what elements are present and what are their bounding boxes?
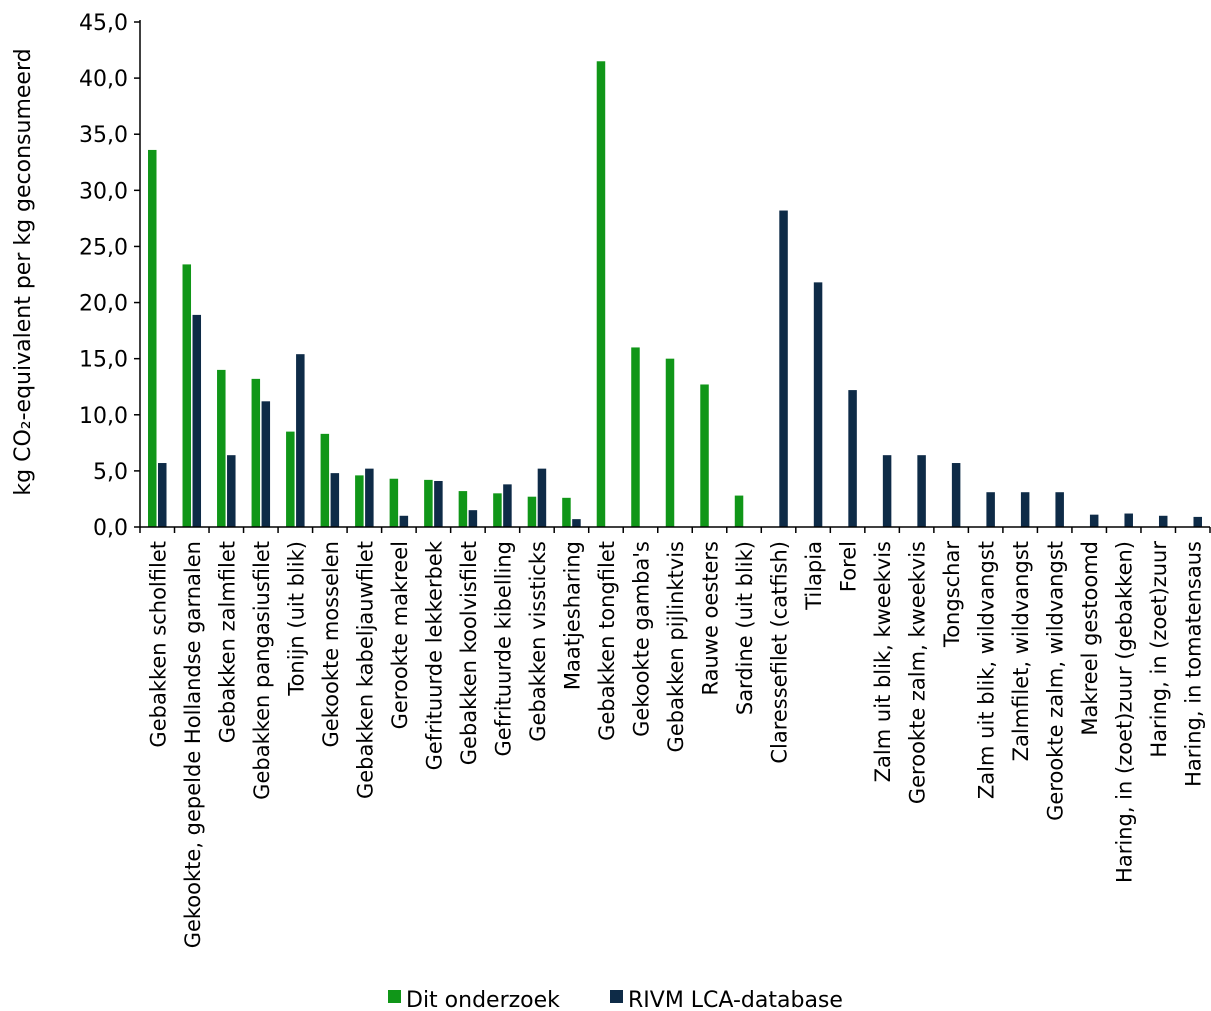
- bar-rivm-lca-6: [365, 468, 374, 527]
- category-label: Zalm uit blik, kweekvis: [871, 541, 895, 782]
- y-tick-label: 20,0: [79, 292, 128, 317]
- category-label: Gebakken zalmfilet: [215, 541, 239, 743]
- y-tick-labels: 0,0 5,0 10,0 15,0 20,0 25,0 30,0 35,0 40,0 45,0: [79, 11, 140, 541]
- category-label: Zalmfilet, wildvangst: [1009, 541, 1033, 761]
- bar-rivm-lca-9: [468, 510, 478, 527]
- bar-rivm-lca-0: [158, 463, 167, 527]
- category-label: Gebakken scholfilet: [146, 541, 170, 748]
- bar-rivm-lca-11: [537, 468, 547, 527]
- bar-dit-onderzoek-8: [424, 479, 433, 527]
- bar-rivm-lca-30: [1193, 516, 1202, 527]
- bar-dit-onderzoek-12: [562, 497, 571, 527]
- category-label: Gerookte zalm, kweekvis: [906, 541, 930, 804]
- category-label: Gebakken tongfilet: [595, 541, 619, 741]
- bar-dit-onderzoek-3: [251, 378, 261, 527]
- category-label: Gebakken koolvisfilet: [457, 541, 481, 765]
- category-label: Gebakken vissticks: [526, 541, 550, 742]
- bar-dit-onderzoek-17: [734, 495, 744, 527]
- category-label: Gefrituurde lekkerbek: [422, 540, 446, 770]
- category-label: Gebakken pijlinktvis: [664, 541, 688, 752]
- y-tick-label: 5,0: [93, 460, 128, 485]
- category-label: Sardine (uit blik): [733, 541, 757, 715]
- bar-rivm-lca-7: [399, 515, 409, 527]
- bar-dit-onderzoek-2: [217, 369, 226, 527]
- bar-rivm-lca-10: [503, 484, 512, 527]
- bar-dit-onderzoek-14: [631, 347, 640, 527]
- bar-rivm-lca-22: [917, 455, 926, 527]
- bar-rivm-lca-21: [882, 455, 892, 527]
- category-label: Tilapia: [802, 541, 826, 611]
- category-label: Gerookte makreel: [388, 541, 412, 729]
- bar-rivm-lca-18: [779, 210, 788, 527]
- y-tick-label: 25,0: [79, 235, 128, 260]
- bar-rivm-lca-26: [1055, 492, 1064, 527]
- category-label: Gefrituurde kibelling: [491, 541, 515, 757]
- bar-dit-onderzoek-15: [665, 358, 675, 527]
- category-label: Gekookte mosselen: [319, 541, 343, 747]
- category-label: Gebakken pangasiusfilet: [250, 541, 274, 800]
- bar-layer: [139, 61, 1211, 533]
- bar-dit-onderzoek-1: [182, 264, 192, 527]
- y-tick-label: 30,0: [79, 179, 128, 204]
- bar-rivm-lca-20: [848, 390, 857, 527]
- category-label: Forel: [837, 541, 861, 592]
- bar-rivm-lca-29: [1158, 515, 1168, 527]
- bar-dit-onderzoek-4: [286, 431, 295, 527]
- category-label: Gebakken kabeljauwfilet: [353, 541, 377, 799]
- category-label: Tonijn (uit blik): [284, 541, 308, 697]
- bar-dit-onderzoek-9: [458, 491, 468, 527]
- y-tick-label: 45,0: [79, 11, 128, 36]
- legend-label: RIVM LCA-database: [628, 988, 843, 1011]
- legend-swatch: [610, 990, 623, 1003]
- bar-dit-onderzoek-11: [527, 496, 537, 527]
- category-label: Gekookte gamba's: [629, 541, 653, 737]
- legend-swatch: [388, 990, 401, 1003]
- y-tick-label: 0,0: [93, 516, 128, 541]
- bar-dit-onderzoek-7: [389, 478, 399, 527]
- bar-rivm-lca-12: [572, 519, 581, 527]
- category-label: Zalm uit blik, wildvangst: [975, 541, 999, 799]
- bar-dit-onderzoek-0: [148, 149, 157, 527]
- bar-rivm-lca-24: [986, 492, 995, 527]
- category-label: Gekookte, gepelde Hollandse garnalen: [181, 541, 205, 948]
- y-axis-title: kg CO₂-equivalent per kg geconsumeerd: [11, 48, 36, 495]
- legend-label: Dit onderzoek: [406, 988, 560, 1011]
- y-tick-label: 35,0: [79, 123, 128, 148]
- bar-rivm-lca-2: [227, 455, 236, 527]
- category-label: Maatjesharing: [560, 541, 584, 690]
- category-label: Tongschar: [940, 541, 964, 648]
- bar-dit-onderzoek-13: [596, 61, 606, 527]
- bar-rivm-lca-8: [434, 480, 443, 527]
- category-labels: Gebakken scholfilet Gekookte, gepelde Hol…: [146, 540, 1205, 948]
- bar-dit-onderzoek-5: [320, 433, 330, 527]
- category-label: Haring, in tomatensaus: [1182, 541, 1206, 787]
- bar-rivm-lca-3: [261, 401, 271, 527]
- bar-rivm-lca-5: [330, 473, 340, 527]
- category-label: Claressefilet (catfish): [768, 541, 792, 764]
- y-tick-label: 10,0: [79, 404, 128, 429]
- y-tick-label: 15,0: [79, 348, 128, 373]
- category-label: Makreel gestoomd: [1078, 541, 1102, 736]
- bar-rivm-lca-1: [192, 314, 202, 527]
- legend: Dit onderzoek RIVM LCA-database: [388, 988, 843, 1011]
- bar-rivm-lca-28: [1124, 513, 1133, 527]
- bar-dit-onderzoek-16: [700, 384, 709, 527]
- bar-dit-onderzoek-6: [355, 475, 364, 527]
- category-label: Haring, in (zoet)zuur: [1147, 541, 1171, 758]
- bar-rivm-lca-23: [951, 463, 961, 527]
- y-tick-label: 40,0: [79, 67, 128, 92]
- category-label: Rauwe oesters: [699, 541, 723, 696]
- bar-rivm-lca-27: [1089, 514, 1099, 527]
- bar-rivm-lca-25: [1020, 492, 1030, 527]
- bar-dit-onderzoek-10: [493, 493, 502, 527]
- category-label: Gerookte zalm, wildvangst: [1044, 541, 1068, 821]
- category-label: Haring, in (zoet)zuur (gebakken): [1113, 541, 1137, 883]
- bar-rivm-lca-4: [296, 354, 305, 527]
- bar-rivm-lca-19: [813, 282, 823, 527]
